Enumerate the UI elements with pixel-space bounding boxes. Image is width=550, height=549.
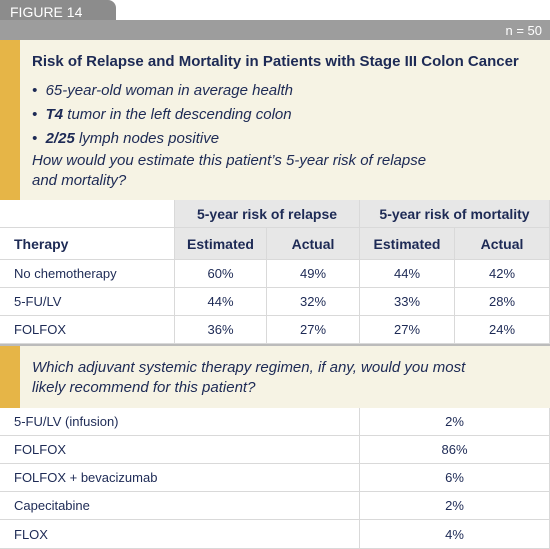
row-label: FOLFOX + bevacizumab — [0, 464, 360, 492]
value-cell: 32% — [267, 288, 360, 316]
value-cell: 2% — [360, 492, 550, 520]
column-header: Estimated — [360, 228, 455, 260]
bullet: • 2/25 lymph nodes positive — [32, 130, 220, 147]
case-question: How would you estimate this patient’s 5-… — [32, 152, 427, 189]
column-header: Actual — [267, 228, 360, 260]
value-cell: 44% — [360, 260, 455, 288]
bullet: • 65-year-old woman in average health — [32, 82, 293, 99]
group-header: 5-year risk of mortality — [360, 200, 550, 228]
value-cell: 36% — [175, 316, 267, 344]
accent-bar — [0, 40, 20, 200]
bullet: • T4 tumor in the left descending colon — [32, 106, 292, 123]
value-cell: 6% — [360, 464, 550, 492]
value-cell: 49% — [267, 260, 360, 288]
row-label: FLOX — [0, 520, 360, 549]
value-cell: 27% — [360, 316, 455, 344]
value-cell: 24% — [455, 316, 550, 344]
group-header: 5-year risk of relapse — [175, 200, 360, 228]
column-header: Therapy — [0, 228, 175, 260]
row-label: FOLFOX — [0, 316, 175, 344]
value-cell: 28% — [455, 288, 550, 316]
figure-label: FIGURE 14 — [0, 0, 116, 22]
bullet-text: lymph nodes positive — [78, 130, 220, 147]
value-cell: 86% — [360, 436, 550, 464]
row-label: Capecitabine — [0, 492, 360, 520]
bullet-list: • 65-year-old woman in average health • … — [32, 79, 293, 151]
blank-cell — [0, 200, 175, 228]
value-cell: 4% — [360, 520, 550, 549]
value-cell: 27% — [267, 316, 360, 344]
sample-size: n = 50 — [0, 20, 550, 40]
accent-bar — [0, 346, 20, 408]
question-panel — [0, 344, 550, 408]
bullet-bold: T4 — [45, 106, 64, 123]
column-header: Estimated — [175, 228, 267, 260]
row-label: No chemotherapy — [0, 260, 175, 288]
column-header: Actual — [455, 228, 550, 260]
value-cell: 42% — [455, 260, 550, 288]
case-panel — [0, 40, 550, 200]
regimen-question: Which adjuvant systemic therapy regimen,… — [32, 359, 466, 396]
case-title: Risk of Relapse and Mortality in Patient… — [32, 53, 519, 70]
value-cell: 44% — [175, 288, 267, 316]
value-cell: 2% — [360, 408, 550, 436]
bullet-text: 65-year-old woman in average health — [45, 82, 293, 99]
row-label: FOLFOX — [0, 436, 360, 464]
row-label: 5-FU/LV (infusion) — [0, 408, 360, 436]
bullet-bold: 2/25 — [45, 130, 75, 147]
row-label: 5-FU/LV — [0, 288, 175, 316]
value-cell: 33% — [360, 288, 455, 316]
bullet-text: tumor in the left descending colon — [67, 106, 292, 123]
value-cell: 60% — [175, 260, 267, 288]
